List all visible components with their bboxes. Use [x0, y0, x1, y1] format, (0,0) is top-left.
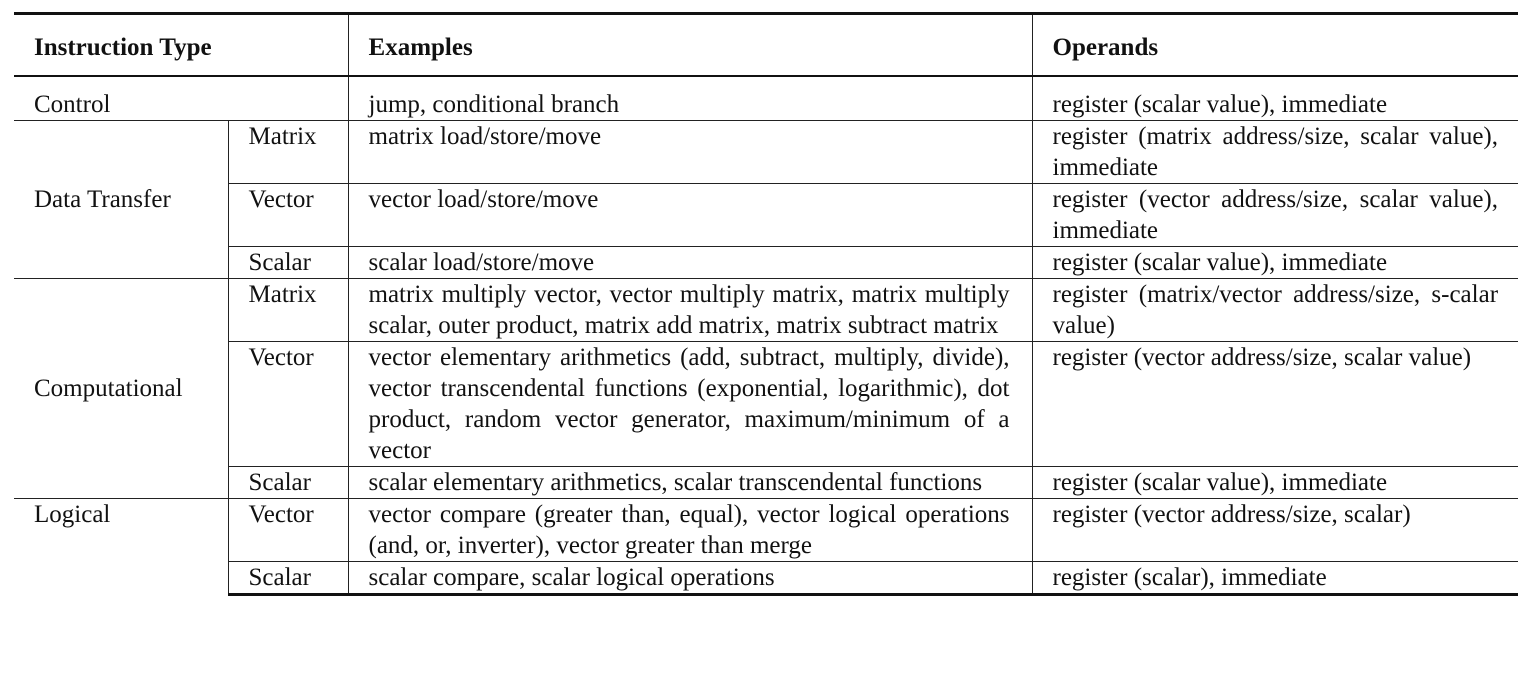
examples-cell: matrix load/store/move [348, 120, 1033, 184]
instruction-type-table: Instruction Type Examples Operands Contr… [14, 12, 1519, 596]
operands-cell: register (matrix address/size, scalar va… [1052, 123, 1499, 181]
type-control: Control [14, 76, 349, 121]
subtype-cell: Matrix [228, 278, 349, 342]
table-row: Data Transfer Matrix matrix load/store/m… [14, 120, 1519, 279]
table-header: Instruction Type Examples Operands [14, 13, 1519, 76]
table-row: Control jump, conditional branch registe… [14, 76, 1518, 121]
subtype-cell: Scalar [228, 466, 349, 499]
subtype-cell: Scalar [228, 561, 349, 596]
header-operands: Operands [1052, 33, 1159, 61]
table-row: Computational Matrix matrix multiply vec… [14, 278, 1519, 499]
operands-cell: register (matrix/vector address/size, s-… [1052, 281, 1499, 339]
group-data-transfer: Data Transfer [14, 120, 229, 279]
table-row: Vector vector elementary arithmetics (ad… [14, 341, 1519, 467]
group-logical: Logical [14, 498, 229, 595]
examples-cell: scalar compare, scalar logical operation… [348, 561, 1033, 596]
examples-cell: jump, conditional branch [348, 76, 1033, 121]
operands-cell: register (vector address/size, scalar) [1052, 501, 1411, 528]
operands-cell: register (scalar value), immediate [1052, 249, 1388, 276]
examples-cell: vector load/store/move [348, 183, 1033, 247]
subtype-cell: Matrix [228, 120, 349, 184]
table-row: Scalar scalar elementary arithmetics, sc… [14, 466, 1519, 499]
examples-cell: vector compare (greater than, equal), ve… [348, 498, 1033, 562]
subtype-cell: Scalar [228, 246, 349, 279]
operands-cell: register (scalar value), immediate [1052, 91, 1388, 118]
group-computational: Computational [14, 278, 229, 499]
examples-cell: scalar elementary arithmetics, scalar tr… [348, 466, 1033, 499]
header-instruction-type: Instruction Type [14, 13, 349, 76]
table-row: Logical Vector vector compare (greater t… [14, 498, 1519, 595]
subtype-cell: Vector [228, 498, 349, 562]
table-row: Scalar scalar load/store/move register (… [14, 246, 1519, 279]
subtype-cell: Vector [228, 341, 349, 467]
operands-cell: register (vector address/size, scalar va… [1052, 186, 1499, 244]
table-body: Control jump, conditional branch registe… [14, 76, 1519, 596]
operands-cell: register (scalar), immediate [1032, 561, 1519, 596]
examples-cell: vector elementary arithmetics (add, subt… [348, 341, 1033, 467]
table-row: Scalar scalar compare, scalar logical op… [14, 561, 1519, 596]
header-row: Instruction Type Examples Operands [14, 13, 1519, 76]
examples-cell: matrix multiply vector, vector multiply … [348, 278, 1033, 342]
examples-cell: scalar load/store/move [348, 246, 1033, 279]
subtype-cell: Vector [228, 183, 349, 247]
header-examples: Examples [348, 13, 1033, 76]
operands-cell: register (vector address/size, scalar va… [1052, 344, 1472, 371]
table-row: Vector vector load/store/move register (… [14, 183, 1519, 247]
operands-cell: register (scalar value), immediate [1052, 469, 1388, 496]
